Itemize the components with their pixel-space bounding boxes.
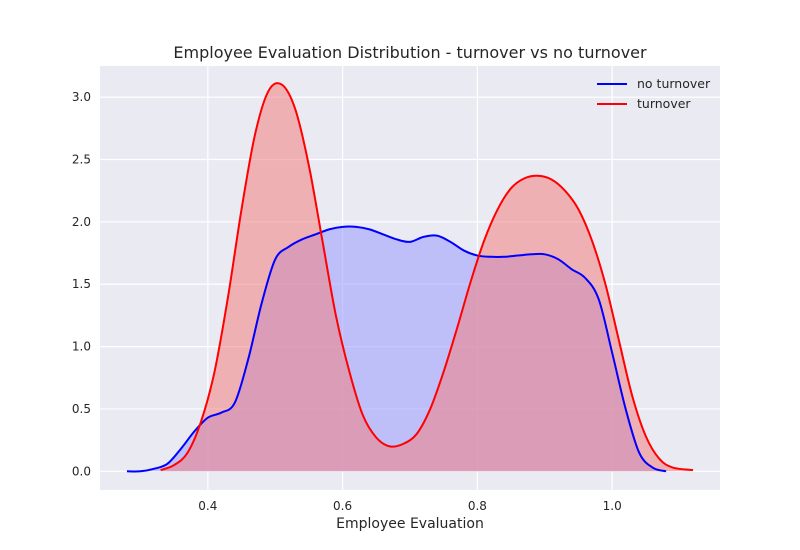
y-tick-label: 0.5 bbox=[72, 402, 91, 416]
y-tick-label: 0.0 bbox=[72, 464, 91, 478]
x-tick-label: 0.4 bbox=[198, 499, 217, 513]
y-axis-ticks: 0.0 0.5 1.0 1.5 2.0 2.5 3.0 bbox=[72, 90, 91, 478]
y-tick-label: 1.5 bbox=[72, 277, 91, 291]
legend-label-no-turnover: no turnover bbox=[637, 76, 711, 91]
series-areas bbox=[126, 83, 694, 472]
chart-title: Employee Evaluation Distribution - turno… bbox=[173, 43, 647, 62]
x-tick-label: 1.0 bbox=[603, 499, 622, 513]
x-tick-label: 0.8 bbox=[468, 499, 487, 513]
legend-label-turnover: turnover bbox=[637, 96, 691, 111]
y-tick-label: 1.0 bbox=[72, 340, 91, 354]
y-tick-label: 2.0 bbox=[72, 215, 91, 229]
x-axis-ticks: 0.4 0.6 0.8 1.0 bbox=[198, 499, 621, 513]
area-turnover bbox=[160, 83, 694, 472]
line-no-turnover bbox=[126, 225, 667, 473]
line-turnover bbox=[160, 82, 694, 472]
x-axis-label: Employee Evaluation bbox=[336, 516, 484, 532]
x-tick-label: 0.6 bbox=[333, 499, 352, 513]
y-tick-label: 2.5 bbox=[72, 153, 91, 167]
legend: no turnover turnover bbox=[597, 76, 711, 111]
y-tick-label: 3.0 bbox=[72, 90, 91, 104]
series-lines bbox=[126, 82, 694, 473]
